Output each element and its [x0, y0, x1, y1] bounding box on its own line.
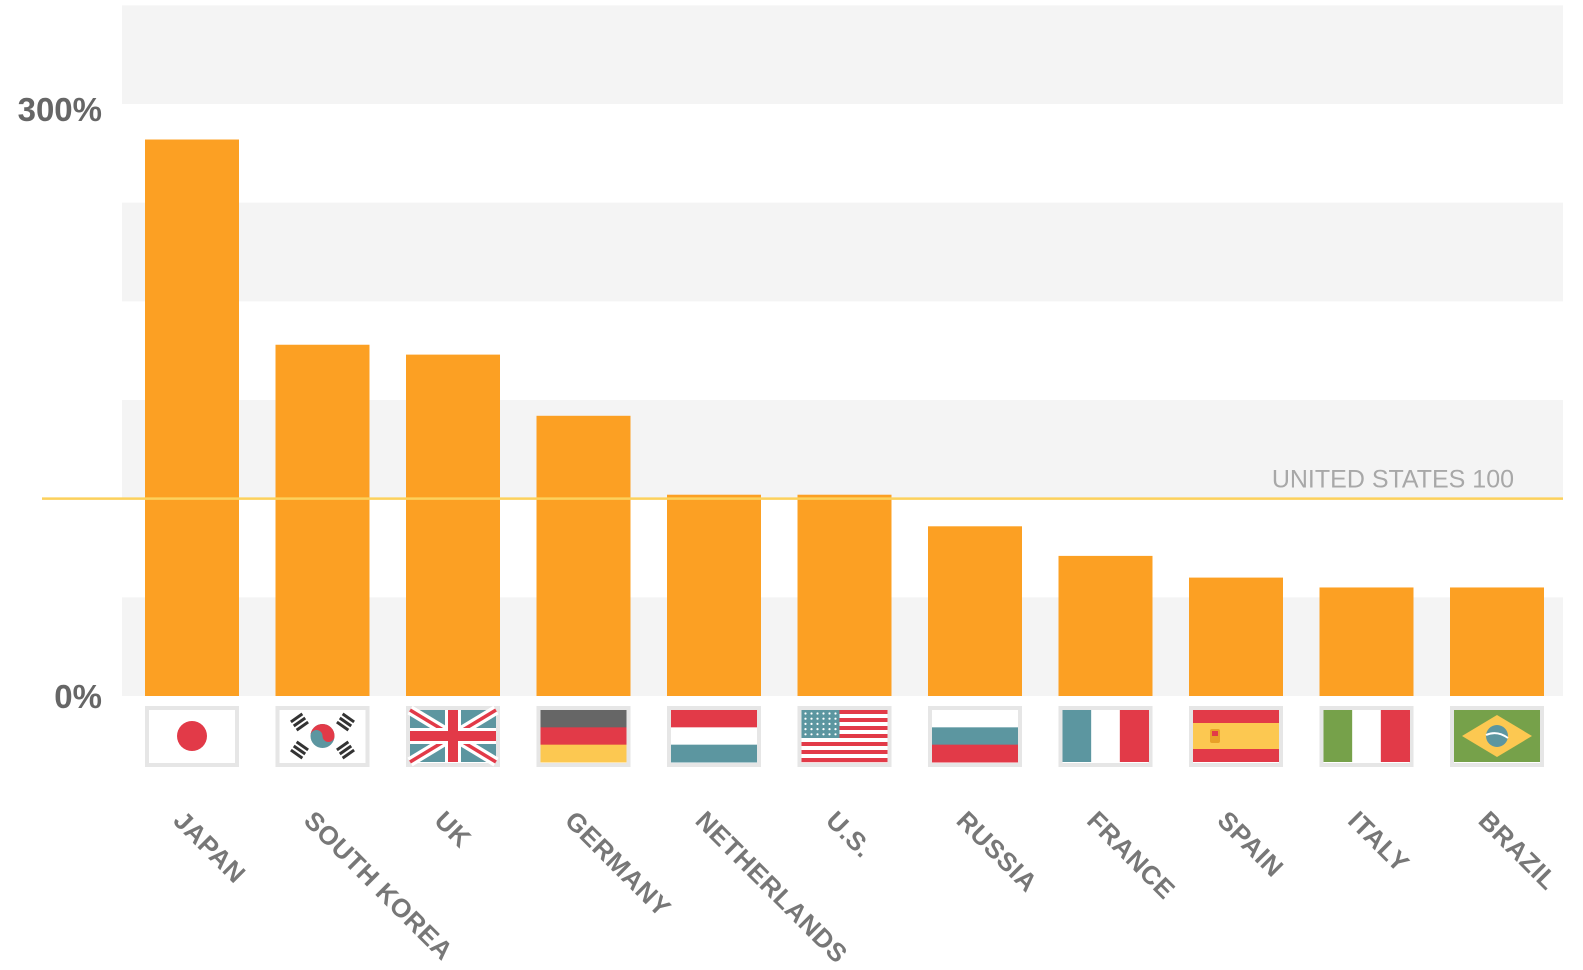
- x-tick-label: GERMANY: [559, 805, 677, 923]
- russia-flag-icon: [928, 706, 1022, 767]
- x-tick-label: ITALY: [1342, 805, 1415, 878]
- spain-flag-icon: [1189, 706, 1283, 767]
- bar-south-korea: [275, 344, 370, 696]
- x-tick-label: UK: [429, 805, 477, 853]
- x-tick-label: SPAIN: [1212, 805, 1290, 883]
- us-reference-label: UNITED STATES 100: [1272, 466, 1514, 494]
- grid-band: [122, 5, 1563, 104]
- south-korea-flag-icon: [275, 706, 370, 767]
- bar-italy: [1319, 587, 1414, 696]
- y-axis: 300% 0%: [18, 91, 102, 715]
- bar-netherlands: [667, 494, 761, 696]
- reference-line-group: UNITED STATES 100: [42, 466, 1563, 500]
- brazil-flag-icon: [1450, 706, 1544, 767]
- x-tick-label: JAPAN: [168, 805, 252, 889]
- bar-spain: [1189, 577, 1283, 696]
- bar-france: [1058, 555, 1153, 696]
- bar-u-s: [797, 494, 892, 696]
- x-tick-label: FRANCE: [1081, 805, 1181, 905]
- france-flag-icon: [1058, 706, 1153, 767]
- x-tick-label: U.S.: [820, 805, 878, 863]
- bar-germany: [536, 415, 631, 696]
- bar-brazil: [1450, 587, 1544, 696]
- flags-group: [145, 705, 1544, 767]
- x-tick-label: RUSSIA: [951, 805, 1044, 898]
- us-flag-icon: [797, 706, 892, 767]
- grid-band: [122, 202, 1563, 302]
- x-tick-label: BRAZIL: [1473, 805, 1564, 896]
- uk-flag-icon: [406, 705, 500, 767]
- germany-flag-icon: [536, 706, 631, 767]
- y-tick-label-max: 300%: [18, 91, 102, 128]
- italy-flag-icon: [1319, 706, 1414, 767]
- bar-uk: [406, 354, 500, 696]
- japan-flag-icon: [145, 706, 239, 767]
- y-tick-label-zero: 0%: [54, 678, 102, 715]
- bar-russia: [928, 526, 1022, 696]
- netherlands-flag-icon: [667, 706, 761, 767]
- bar-japan: [145, 139, 239, 696]
- bars-group: [145, 139, 1544, 696]
